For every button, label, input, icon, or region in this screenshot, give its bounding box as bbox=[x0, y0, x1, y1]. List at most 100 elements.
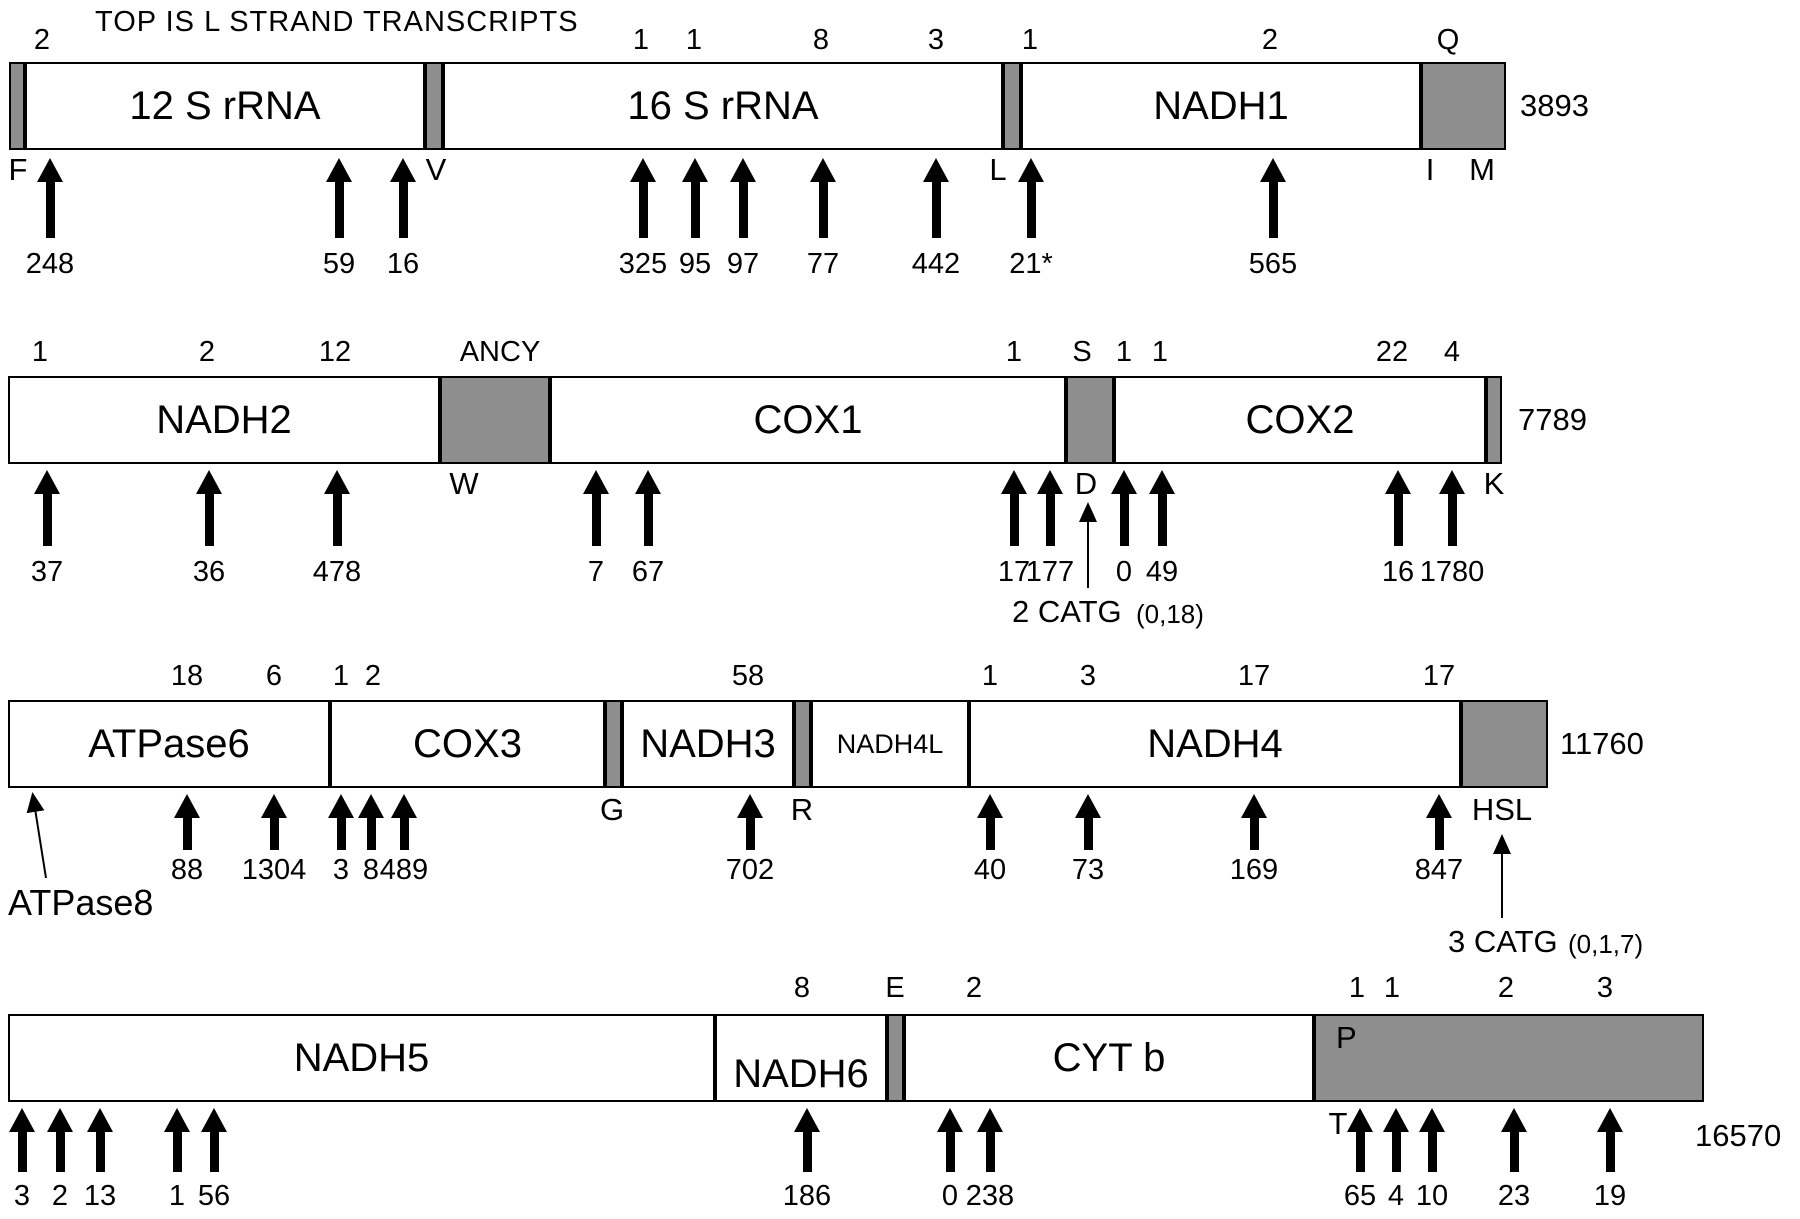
arrow-count-label: 88 bbox=[170, 854, 204, 886]
top-count-label-1: 1 bbox=[1151, 336, 1169, 368]
arrow-count-label: 702 bbox=[725, 854, 775, 886]
cleavage-arrow bbox=[324, 470, 350, 546]
arrow-count-label: 478 bbox=[312, 556, 362, 588]
gene-atpase6-label: ATPase6 bbox=[88, 721, 250, 766]
top-count-label-6: 6 bbox=[265, 660, 283, 692]
top-count-label-1: 1 bbox=[1383, 972, 1401, 1004]
cleavage-arrow bbox=[1597, 1108, 1623, 1172]
arrow-count-label: 7 bbox=[587, 556, 605, 588]
noncoding-P-box bbox=[1314, 1014, 1704, 1102]
top-count-label-2: 2 bbox=[364, 660, 382, 692]
arrow-count-label: 95 bbox=[678, 248, 712, 280]
cleavage-arrow bbox=[1001, 470, 1027, 546]
gene-cytb: CYT b bbox=[904, 1014, 1314, 1102]
top-count-label-S: S bbox=[1072, 336, 1092, 368]
trna-letter-G: G bbox=[599, 792, 625, 827]
arrow-count-label: 65 bbox=[1343, 1180, 1377, 1212]
arrow-count-label: 40 bbox=[973, 854, 1007, 886]
gene-16s-rrna: 16 S rRNA bbox=[443, 62, 1003, 150]
cleavage-arrow bbox=[1439, 470, 1465, 546]
trna-ANCY-box bbox=[440, 376, 550, 464]
top-count-label-Q: Q bbox=[1436, 24, 1460, 56]
cleavage-arrow bbox=[1426, 794, 1452, 850]
top-count-label-8: 8 bbox=[812, 24, 830, 56]
gene-12s-rrna: 12 S rRNA bbox=[25, 62, 425, 150]
gene-cox1: COX1 bbox=[550, 376, 1066, 464]
cleavage-arrow bbox=[1018, 158, 1044, 238]
trna-letter-W: W bbox=[449, 466, 479, 501]
arrow-count-label: 19 bbox=[1593, 1180, 1627, 1212]
row-end-position-7789: 7789 bbox=[1518, 402, 1587, 437]
top-count-label-1: 1 bbox=[1021, 24, 1039, 56]
top-count-label-1: 1 bbox=[981, 660, 999, 692]
cleavage-arrow bbox=[1241, 794, 1267, 850]
trna-letter-L: L bbox=[989, 152, 1007, 187]
gene-nadh4l-label: NADH4L bbox=[836, 728, 944, 759]
trna-SD-box bbox=[1066, 376, 1114, 464]
cleavage-arrow bbox=[794, 1108, 820, 1172]
arrow-count-label: 8 bbox=[362, 854, 380, 886]
cleavage-arrow bbox=[37, 158, 63, 238]
cleavage-arrow bbox=[326, 158, 352, 238]
top-count-label-ANCY: ANCY bbox=[459, 336, 541, 368]
top-count-label-18: 18 bbox=[170, 660, 204, 692]
top-count-label-1: 1 bbox=[31, 336, 49, 368]
cleavage-arrow bbox=[358, 794, 384, 850]
gene-nadh1: NADH1 bbox=[1021, 62, 1421, 150]
gene-nadh3-label: NADH3 bbox=[640, 721, 776, 766]
catg3-label: 3 CATG bbox=[1448, 924, 1558, 959]
trna-letter-K: K bbox=[1483, 466, 1505, 501]
arrow-count-label: 177 bbox=[1025, 556, 1075, 588]
gene-cox2-label: COX2 bbox=[1245, 397, 1355, 442]
cleavage-arrow bbox=[328, 794, 354, 850]
top-count-label-58: 58 bbox=[731, 660, 765, 692]
cleavage-arrow bbox=[737, 794, 763, 850]
cleavage-arrow bbox=[1347, 1108, 1373, 1172]
trna-R-box bbox=[794, 700, 811, 788]
cleavage-arrow bbox=[635, 470, 661, 546]
top-count-label-17: 17 bbox=[1422, 660, 1456, 692]
arrow-count-label: 847 bbox=[1414, 854, 1464, 886]
cleavage-arrow bbox=[682, 158, 708, 238]
top-count-label-2: 2 bbox=[965, 972, 983, 1004]
arrow-count-label: 59 bbox=[322, 248, 356, 280]
top-count-label-1: 1 bbox=[332, 660, 350, 692]
cleavage-arrow bbox=[730, 158, 756, 238]
top-count-label-1: 1 bbox=[632, 24, 650, 56]
arrow-count-label: 21* bbox=[1009, 248, 1053, 280]
arrow-count-label: 2 bbox=[51, 1180, 69, 1212]
cleavage-arrow bbox=[977, 794, 1003, 850]
arrow-count-label: 10 bbox=[1415, 1180, 1449, 1212]
catg2-label: 2 CATG bbox=[1012, 594, 1122, 629]
cleavage-arrow bbox=[1149, 470, 1175, 546]
arrow-count-label: 23 bbox=[1497, 1180, 1531, 1212]
gene-16s-rrna-label: 16 S rRNA bbox=[627, 83, 819, 128]
gene-nadh5: NADH5 bbox=[8, 1014, 715, 1102]
arrow-count-label: 565 bbox=[1248, 248, 1298, 280]
arrow-count-label: 1 bbox=[168, 1180, 186, 1212]
top-count-label-22: 22 bbox=[1375, 336, 1409, 368]
gene-nadh4-label: NADH4 bbox=[1147, 721, 1283, 766]
trna-E-box bbox=[887, 1014, 904, 1102]
arrow-count-label: 67 bbox=[631, 556, 665, 588]
arrow-count-label: 489 bbox=[379, 854, 429, 886]
arrow-count-label: 442 bbox=[911, 248, 961, 280]
arrow-count-label: 0 bbox=[1115, 556, 1133, 588]
arrow-count-label: 3 bbox=[13, 1180, 31, 1212]
top-count-label-E: E bbox=[885, 972, 905, 1004]
top-count-label-8: 8 bbox=[793, 972, 811, 1004]
gene-cox1-label: COX1 bbox=[753, 397, 863, 442]
cleavage-arrow bbox=[1383, 1108, 1409, 1172]
trna-letter-T: T bbox=[1328, 1106, 1348, 1141]
arrow-count-label: 0 bbox=[941, 1180, 959, 1212]
cleavage-arrow bbox=[1385, 470, 1411, 546]
trna-letter-F: F bbox=[8, 152, 28, 187]
arrow-count-label: 36 bbox=[192, 556, 226, 588]
top-count-label-2: 2 bbox=[33, 24, 51, 56]
gene-nadh4: NADH4 bbox=[969, 700, 1461, 788]
gene-nadh6: NADH6 bbox=[715, 1014, 887, 1102]
cleavage-arrow bbox=[1075, 794, 1101, 850]
atpase8-pointer-arrow bbox=[26, 792, 47, 879]
row-end-position-16570: 16570 bbox=[1695, 1118, 1782, 1153]
